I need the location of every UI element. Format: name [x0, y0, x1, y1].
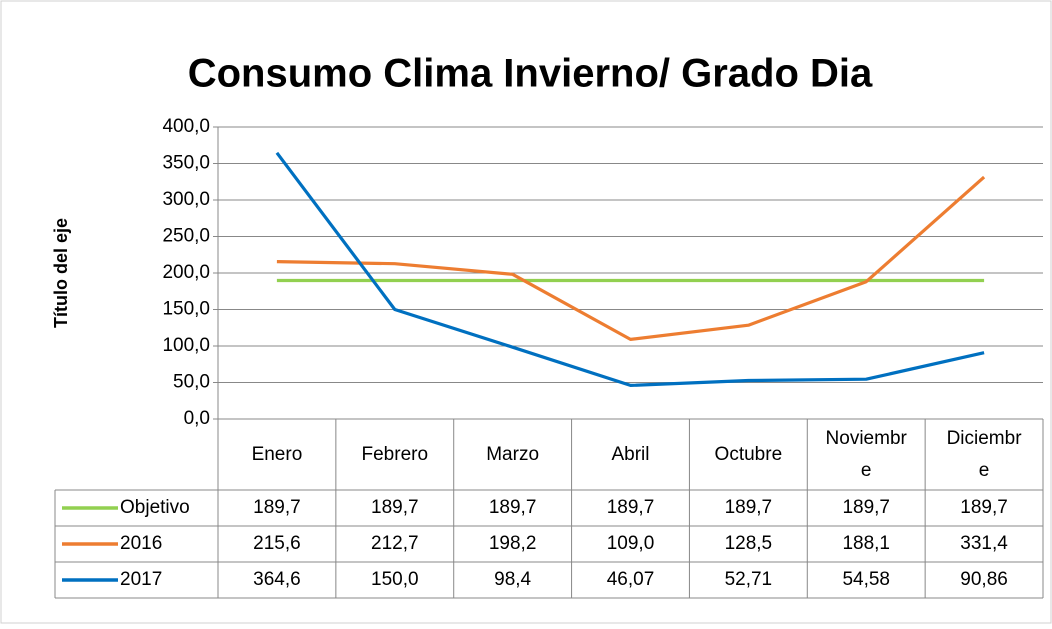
data-table-value: 54,58	[842, 569, 890, 590]
legend-label: Objetivo	[120, 497, 190, 518]
data-table-value: 198,2	[489, 533, 537, 554]
y-tick-label: 50,0	[173, 372, 210, 393]
data-table-value: 364,6	[253, 569, 301, 590]
data-table-value: 189,7	[725, 497, 773, 518]
x-tick-label: Octubre	[714, 443, 783, 465]
x-category-cell: Diciembre	[946, 427, 1022, 481]
y-tick-label: 300,0	[162, 189, 210, 210]
x-category-cell: Octubre	[714, 443, 783, 465]
data-table-value: 46,07	[607, 569, 655, 590]
data-table-value: 212,7	[371, 533, 419, 554]
series-line	[276, 175, 986, 341]
legend-label: 2016	[120, 533, 162, 554]
y-tick-label: 200,0	[162, 262, 210, 283]
chart-title: Consumo Clima Invierno/ Grado Dia	[188, 52, 873, 96]
data-table-value: 331,4	[960, 533, 1008, 554]
y-tick-label: 350,0	[162, 153, 210, 174]
x-tick-label: Febrero	[361, 443, 429, 465]
x-tick-label: Abril	[611, 443, 650, 465]
data-table-value: 52,71	[725, 569, 773, 590]
data-table-value: 150,0	[371, 569, 419, 590]
series-line	[275, 151, 985, 387]
x-category-cell: Enero	[251, 443, 303, 465]
x-tick-label: Enero	[251, 443, 303, 465]
x-category-cell: Abril	[611, 443, 650, 465]
y-tick-label: 0,0	[184, 408, 210, 429]
data-table-value: 189,7	[371, 497, 419, 518]
data-table-value: 90,86	[960, 569, 1008, 590]
data-table-value: 189,7	[253, 497, 301, 518]
y-axis-title: Título del eje	[51, 218, 71, 328]
data-table-value: 189,7	[960, 497, 1008, 518]
legend-label: 2017	[120, 569, 162, 590]
data-table-value: 189,7	[489, 497, 537, 518]
data-table-value: 189,7	[842, 497, 890, 518]
data-table-value: 189,7	[607, 497, 655, 518]
y-tick-label: 100,0	[162, 335, 210, 356]
x-tick-label: Noviembre	[825, 427, 907, 481]
data-table-value: 128,5	[725, 533, 773, 554]
y-tick-label: 150,0	[162, 299, 210, 320]
y-tick-label: 250,0	[162, 226, 210, 247]
x-tick-label: Marzo	[486, 443, 540, 465]
x-tick-label: Diciembre	[946, 427, 1022, 481]
x-category-cell: Febrero	[361, 443, 429, 465]
x-category-cell: Noviembre	[825, 427, 907, 481]
data-table-value: 98,4	[494, 569, 531, 590]
data-table-value: 188,1	[842, 533, 890, 554]
data-table-value: 109,0	[607, 533, 655, 554]
x-category-cell: Marzo	[486, 443, 540, 465]
data-table-value: 215,6	[253, 533, 301, 554]
y-tick-label: 400,0	[162, 116, 210, 137]
